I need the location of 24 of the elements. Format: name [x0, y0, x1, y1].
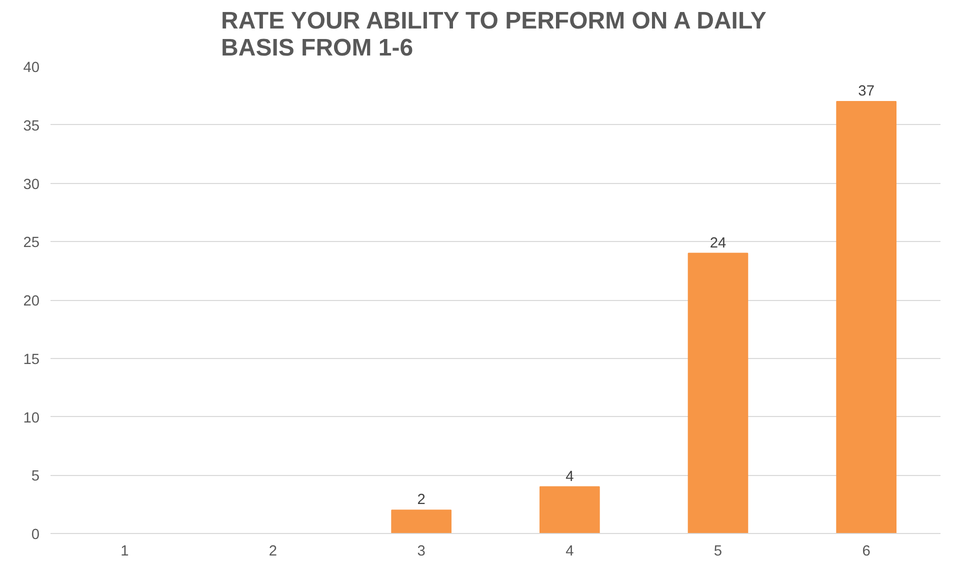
y-tick-label: 30 [23, 176, 40, 193]
y-tick-label: 5 [31, 468, 40, 485]
y-tick-label: 35 [23, 118, 40, 134]
bar [540, 486, 600, 534]
x-tick-label: 2 [268, 544, 278, 560]
x-tick-label: 5 [714, 544, 722, 560]
bar [391, 510, 452, 534]
x-tick-label: 1 [120, 544, 129, 560]
bar [836, 101, 896, 534]
bar [688, 252, 748, 534]
y-tick-label: 40 [23, 60, 40, 76]
data-label: 4 [566, 468, 574, 485]
data-label: 24 [710, 235, 726, 252]
data-label: 2 [417, 492, 426, 508]
chart-title: RATE YOUR ABILITY TO PERFORM ON A DAILY BASIS FROM 1-6 [221, 8, 766, 62]
data-label: 37 [858, 84, 874, 100]
y-tick-label: 0 [31, 527, 40, 543]
y-tick-label: 20 [23, 294, 40, 310]
x-tick-label: 6 [862, 544, 870, 560]
y-tick-label: 15 [23, 352, 40, 368]
x-tick-label: 4 [566, 544, 574, 560]
x-tick-label: 3 [417, 544, 426, 560]
y-tick-label: 10 [23, 410, 40, 426]
y-tick-label: 25 [23, 235, 40, 252]
